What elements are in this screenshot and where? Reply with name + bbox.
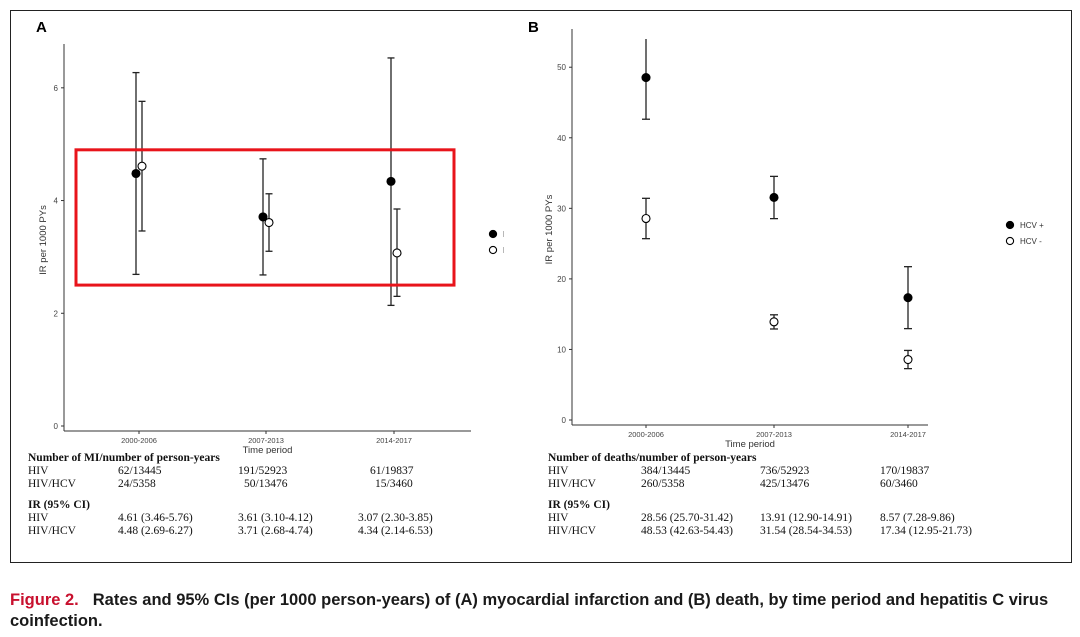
y-tick-label: 4 [54,197,59,206]
cell: 4.61 (3.46-5.76) [118,512,193,524]
point-hcv-positive [386,176,396,186]
caption-text: Rates and 95% CIs (per 1000 person-years… [10,591,1049,630]
table-row: HIV 28.56 (25.70-31.42) 13.91 (12.90-14.… [548,512,1058,525]
cell: 15/3460 [375,478,413,490]
table-row: HIV 4.61 (3.46-5.76) 3.61 (3.10-4.12) 3.… [28,512,498,525]
y-tick-label: 50 [557,63,566,72]
y-tick-label: 0 [54,422,59,431]
table-row: HIV 384/13445 736/52923 170/19837 [548,465,1058,478]
row-label: HIV [28,512,49,524]
x-tick-label: 2014-2017 [890,430,926,439]
y-tick-label: 2 [54,309,59,318]
point-hcv-positive [131,168,141,179]
cell: 191/52923 [238,465,288,477]
y-tick-label: 40 [557,134,566,143]
row-label: HIV/HCV [548,525,596,537]
figure-frame [10,10,1072,563]
cell: 3.71 (2.68-4.74) [238,525,313,537]
y-tick-label: 6 [54,84,59,93]
table-a-count-title: Number of MI/number of person-years [28,452,220,464]
table-b-ir-title: IR (95% CI) [548,499,610,511]
cell: 260/5358 [641,478,685,490]
cell: 62/13445 [118,465,162,477]
legend-label: HCV - [1020,237,1042,246]
legend-marker [488,245,498,255]
cell: 3.61 (3.10-4.12) [238,512,313,524]
panel-label: A [36,19,47,36]
cell: 50/13476 [244,478,288,490]
chart-panel-a: A 0 2 4 6 2000-2006 2007-2013 2014-2017 Time per… [36,19,504,454]
table-panel-a: Number of MI/number of person-years HIV … [28,452,498,538]
cell: 24/5358 [118,478,156,490]
legend-label: HCV - [503,246,504,255]
table-row: HIV/HCV 24/5358 50/13476 15/3460 [28,478,498,491]
x-tick-label: 2014-2017 [376,436,412,445]
table-row: HIV/HCV 260/5358 425/13476 60/3460 [548,478,1058,491]
legend-label: HCV + [1020,221,1044,230]
cell: 60/3460 [880,478,918,490]
point-hcv-negative [137,161,147,171]
legend-label: HCV + [503,230,504,239]
x-axis-title: Time period [725,439,775,450]
row-label: HIV [548,512,569,524]
cell: 61/19837 [370,465,414,477]
x-tick-label: 2007-2013 [248,436,284,445]
table-row: HIV/HCV 48.53 (42.63-54.43) 31.54 (28.54… [548,525,1058,538]
cell: 31.54 (28.54-34.53) [760,525,852,537]
y-axis-title: IR per 1000 PYs [38,205,49,275]
table-panel-b: Number of deaths/number of person-years … [548,452,1058,538]
legend-marker [488,229,498,239]
legend-marker [1005,220,1015,230]
table-b-count-title: Number of deaths/number of person-years [548,452,757,464]
cell: 8.57 (7.28-9.86) [880,512,955,524]
point-hcv-negative [264,217,274,228]
cell: 4.48 (2.69-6.27) [118,525,193,537]
cell: 13.91 (12.90-14.91) [760,512,852,524]
panel-label: B [528,19,539,36]
cell: 28.56 (25.70-31.42) [641,512,733,524]
y-tick-label: 0 [562,416,567,425]
y-tick-label: 20 [557,275,566,284]
chart-panel-b: B 0 10 20 30 40 50 2000-2006 2007-2013 2014-2017 T… [528,19,1044,450]
point-hcv-negative [903,354,913,365]
cell: 4.34 (2.14-6.53) [358,525,433,537]
point-hcv-positive [641,73,651,83]
caption-label: Figure 2. [10,591,79,609]
cell: 170/19837 [880,465,930,477]
cell: 17.34 (12.95-21.73) [880,525,972,537]
y-axis-title: IR per 1000 PYs [544,194,555,264]
legend-marker [1005,236,1015,246]
cell: 384/13445 [641,465,691,477]
point-hcv-positive [258,212,268,222]
point-hcv-negative [392,248,402,258]
x-tick-label: 2000-2006 [121,436,157,445]
row-label: HIV [28,465,49,477]
cell: 736/52923 [760,465,810,477]
y-tick-label: 10 [557,345,566,354]
point-hcv-positive [769,192,779,203]
point-hcv-negative [769,317,779,327]
y-tick-label: 30 [557,204,566,213]
point-hcv-negative [641,213,651,224]
row-label: HIV/HCV [28,478,76,490]
x-tick-label: 2007-2013 [756,430,792,439]
table-a-ir-title: IR (95% CI) [28,499,90,511]
x-axis-title: Time period [243,445,293,454]
cell: 3.07 (2.30-3.85) [358,512,433,524]
cell: 425/13476 [760,478,810,490]
highlight-box [74,148,456,287]
x-tick-label: 2000-2006 [628,430,664,439]
cell: 48.53 (42.63-54.43) [641,525,733,537]
row-label: HIV/HCV [28,525,76,537]
row-label: HIV [548,465,569,477]
point-hcv-positive [903,293,913,303]
row-label: HIV/HCV [548,478,596,490]
figure-caption: Figure 2. Rates and 95% CIs (per 1000 per… [10,590,1072,632]
table-row: HIV 62/13445 191/52923 61/19837 [28,465,498,478]
table-row: HIV/HCV 4.48 (2.69-6.27) 3.71 (2.68-4.74… [28,525,498,538]
